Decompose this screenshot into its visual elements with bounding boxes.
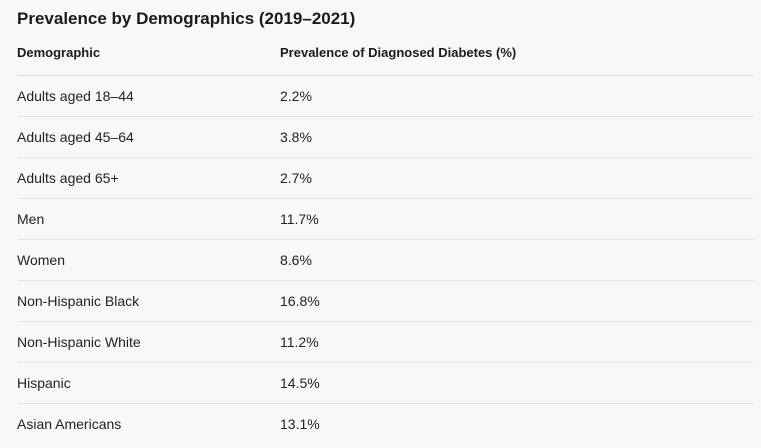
demographic-cell: Adults aged 65+ — [17, 157, 280, 199]
demographic-cell: Non-Hispanic White — [17, 321, 280, 363]
prevalence-cell: 3.8% — [280, 116, 753, 158]
demographic-cell: Men — [17, 198, 280, 240]
demographic-cell: Women — [17, 239, 280, 281]
prevalence-cell: 16.8% — [280, 280, 753, 322]
table-row: Men 11.7% — [17, 198, 753, 240]
column-header-prevalence: Prevalence of Diagnosed Diabetes (%) — [280, 29, 753, 76]
prevalence-cell: 11.2% — [280, 321, 753, 363]
prevalence-cell: 11.7% — [280, 198, 753, 240]
prevalence-cell: 8.6% — [280, 239, 753, 281]
demographic-cell: Adults aged 18–44 — [17, 75, 280, 117]
demographic-cell: Adults aged 45–64 — [17, 116, 280, 158]
demographic-cell: Hispanic — [17, 362, 280, 404]
table-row: Adults aged 45–64 3.8% — [17, 116, 753, 158]
table-heading: Prevalence by Demographics (2019–2021) — [17, 9, 356, 28]
table-header-row: Demographic Prevalence of Diagnosed Diab… — [17, 29, 753, 76]
prevalence-cell: 2.7% — [280, 157, 753, 199]
table-row: Non-Hispanic Black 16.8% — [17, 280, 753, 322]
prevalence-cell: 2.2% — [280, 75, 753, 117]
table-row: Adults aged 18–44 2.2% — [17, 75, 753, 117]
prevalence-cell: 14.5% — [280, 362, 753, 404]
demographic-cell: Asian Americans — [17, 416, 122, 432]
table-row: Non-Hispanic White 11.2% — [17, 321, 753, 363]
table-row: Hispanic 14.5% — [17, 362, 753, 404]
prevalence-cell: 13.1% — [280, 416, 320, 432]
table-row: Women 8.6% — [17, 239, 753, 281]
column-header-demographic: Demographic — [17, 29, 280, 76]
table-row: Adults aged 65+ 2.7% — [17, 157, 753, 199]
table-row: Asian Americans 13.1% — [17, 404, 753, 445]
demographic-cell: Non-Hispanic Black — [17, 280, 280, 322]
prevalence-table: Demographic Prevalence of Diagnosed Diab… — [17, 29, 753, 444]
